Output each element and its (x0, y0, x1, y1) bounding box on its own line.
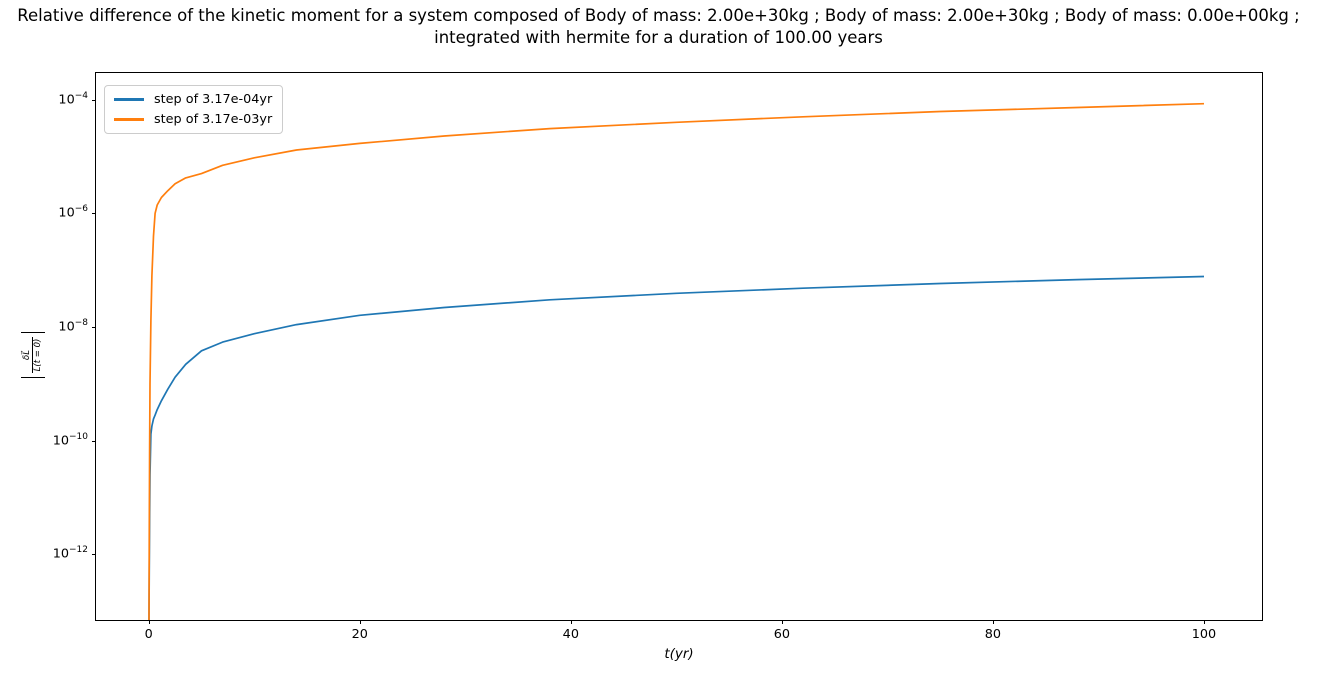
y-axis-label-fraction: δL⃗ L⃗(t = 0) (21, 331, 45, 379)
y-tick-label: 10−8 (58, 317, 88, 335)
x-tick-label: 20 (351, 627, 368, 642)
series-line-blue (148, 275, 1205, 620)
y-tick-mark (92, 213, 96, 215)
x-tick-mark (992, 620, 994, 624)
plot-area: step of 3.17e-04yr step of 3.17e-03yr (95, 72, 1263, 621)
x-tick-label: 40 (562, 627, 579, 642)
y-tick-label: 10−4 (58, 90, 88, 107)
chart-canvas (148, 102, 1205, 620)
x-tick-label: 80 (984, 627, 1002, 642)
y-tick-mark (92, 326, 96, 328)
legend-item: step of 3.17e-03yr (114, 110, 272, 129)
x-tick-mark (570, 620, 572, 624)
y-tick-label: 10−6 (58, 204, 88, 221)
y-tick-mark (92, 554, 96, 556)
legend-label: step of 3.17e-03yr (154, 112, 273, 127)
x-axis-label: t(yr) (664, 646, 694, 662)
x-tick-mark (781, 620, 783, 624)
legend-label: step of 3.17e-04yr (154, 92, 273, 107)
figure-title-line-2: integrated with hermite for a duration o… (434, 28, 883, 47)
y-tick-label: 10−10 (52, 431, 88, 448)
y-axis-label-numerator: δL⃗ (22, 350, 32, 360)
legend: step of 3.17e-04yr step of 3.17e-03yr (104, 85, 284, 134)
legend-line-swatch-blue (114, 98, 144, 101)
legend-line-swatch-orange (114, 118, 144, 121)
x-tick-mark (359, 620, 361, 624)
x-tick-label: 100 (1191, 627, 1217, 642)
series-line-orange (148, 102, 1205, 620)
y-tick-mark (92, 440, 96, 442)
x-tick-mark (148, 620, 150, 624)
x-tick-label: 60 (773, 627, 791, 642)
figure-title: Relative difference of the kinetic momen… (0, 5, 1317, 49)
legend-item: step of 3.17e-04yr (114, 90, 272, 109)
x-tick-label: 0 (144, 627, 153, 642)
figure-title-line-1: Relative difference of the kinetic momen… (17, 6, 1300, 25)
x-tick-mark (1203, 620, 1205, 624)
y-tick-label: 10−12 (52, 545, 88, 562)
y-tick-mark (92, 99, 96, 101)
y-axis-label-denominator: L⃗(t = 0) (32, 336, 44, 374)
